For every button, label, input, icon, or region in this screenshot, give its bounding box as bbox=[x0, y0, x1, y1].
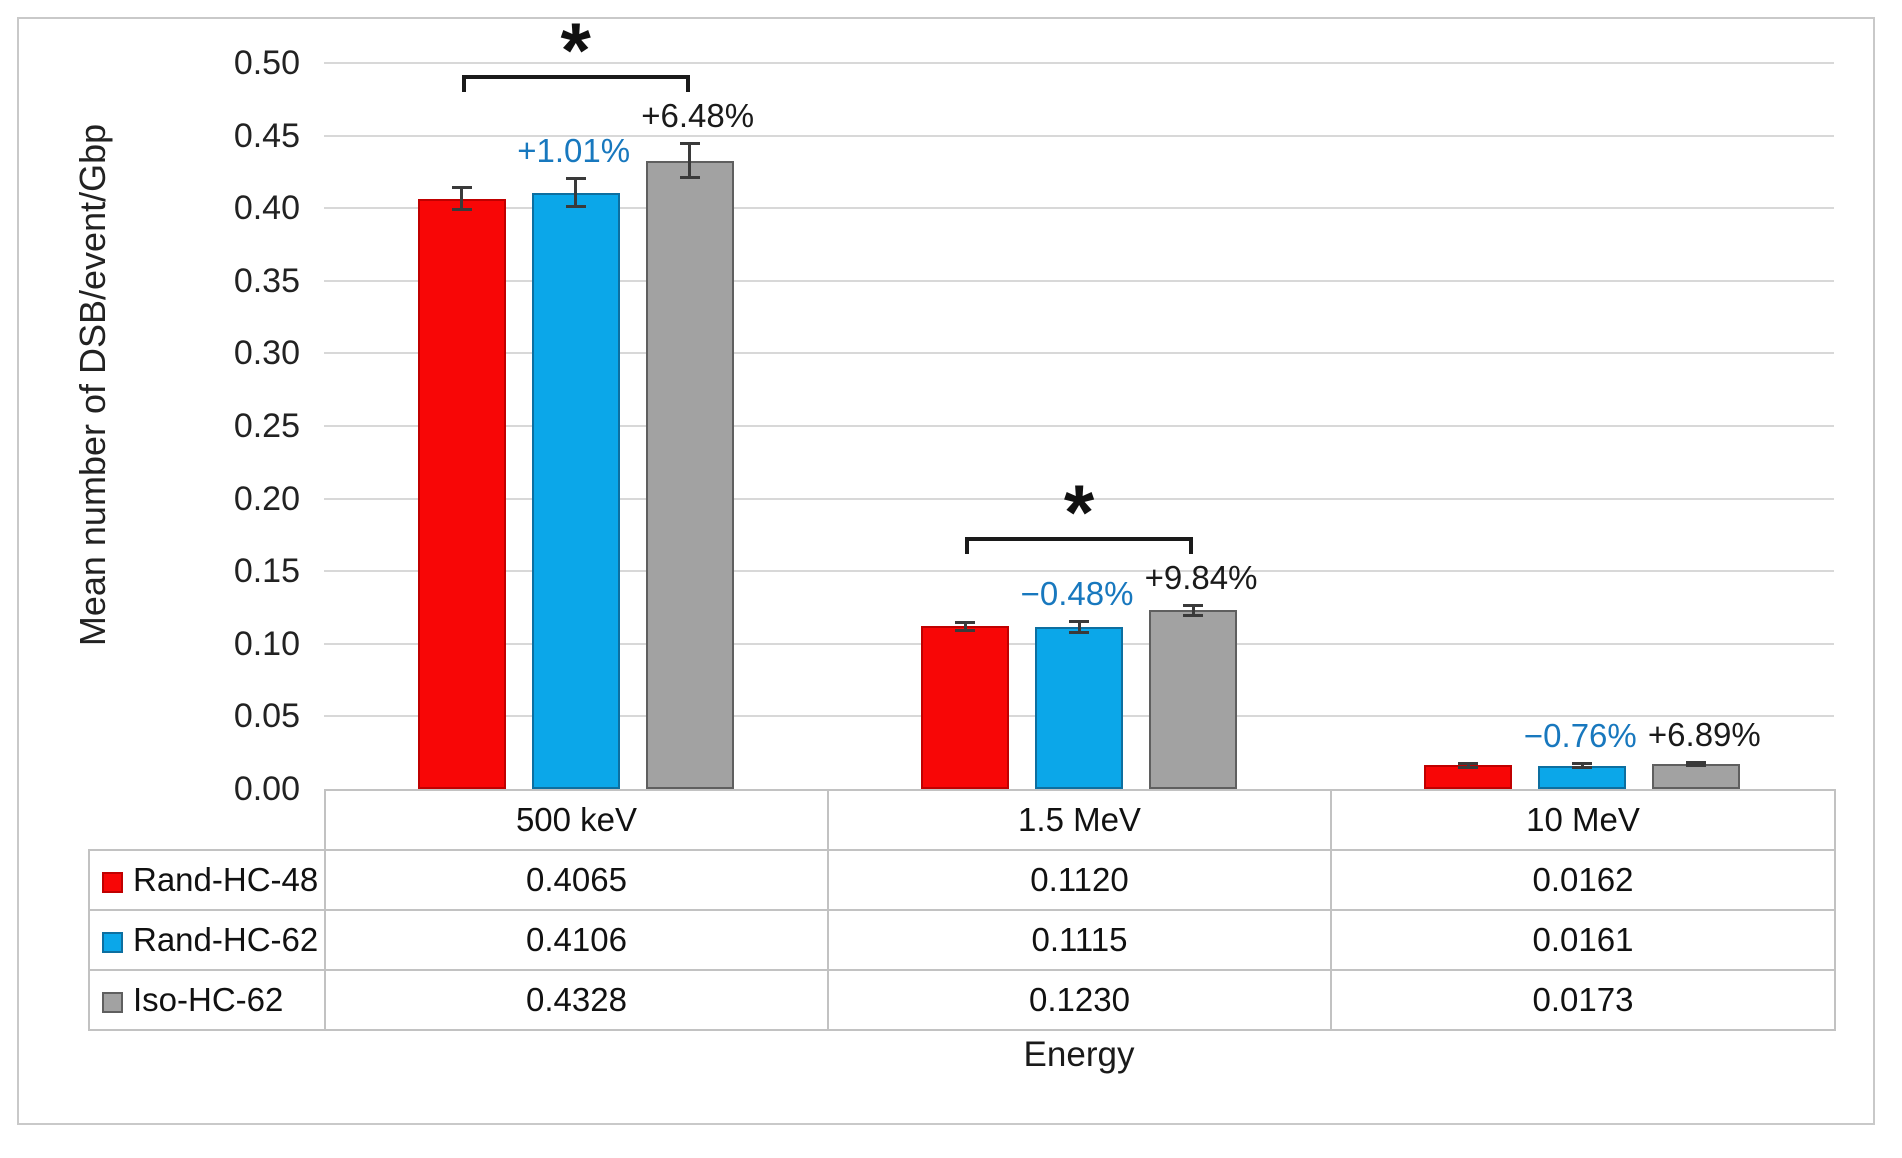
bar-rand-hc-62 bbox=[1035, 627, 1123, 789]
bar-rand-hc-48 bbox=[921, 626, 1009, 789]
table-value: 0.1115 bbox=[827, 909, 1332, 971]
significance-bracket bbox=[965, 536, 1193, 554]
legend-cell-rand-hc-62: Rand-HC-62 bbox=[88, 909, 326, 971]
table-value: 0.4106 bbox=[324, 909, 829, 971]
category-header: 10 MeV bbox=[1330, 789, 1836, 851]
table-row: Iso-HC-62 0.4328 0.1230 0.0173 bbox=[88, 969, 1836, 1031]
gridline bbox=[324, 279, 1834, 282]
error-bar-cap bbox=[1572, 762, 1593, 766]
x-axis-title: Energy bbox=[1023, 1035, 1135, 1074]
y-tick-label: 0.00 bbox=[233, 770, 300, 808]
error-bar-cap bbox=[679, 142, 700, 146]
data-table: 500 keV 1.5 MeV 10 MeV Rand-HC-48 0.4065… bbox=[88, 789, 1836, 1031]
bar-iso-hc-62 bbox=[645, 160, 734, 789]
table-value: 0.0162 bbox=[1330, 849, 1836, 911]
error-bar-cap bbox=[1183, 614, 1203, 618]
error-bar-cap bbox=[565, 205, 586, 209]
y-tick-label: 0.20 bbox=[233, 479, 300, 518]
series-label: Iso-HC-62 bbox=[133, 981, 284, 1018]
error-bar bbox=[688, 143, 692, 178]
percent-annotation: +6.48% bbox=[641, 97, 755, 135]
bar-rand-hc-48 bbox=[417, 198, 506, 789]
error-bar-cap bbox=[679, 175, 700, 179]
category-header: 1.5 MeV bbox=[827, 789, 1332, 851]
table-corner-spacer bbox=[89, 790, 325, 850]
gridline bbox=[324, 207, 1834, 210]
legend-cell-iso-hc-62: Iso-HC-62 bbox=[88, 969, 326, 1031]
table-value: 0.4065 bbox=[324, 849, 829, 911]
y-tick-label: 0.25 bbox=[233, 407, 300, 445]
error-bar-cap bbox=[955, 621, 975, 625]
percent-annotation: +9.84% bbox=[1144, 558, 1258, 596]
error-bar-cap bbox=[955, 628, 975, 632]
error-bar-cap bbox=[1572, 765, 1593, 769]
y-tick-label: 0.30 bbox=[233, 334, 300, 373]
error-bar bbox=[574, 178, 578, 208]
table-row: Rand-HC-62 0.4106 0.1115 0.0161 bbox=[88, 909, 1836, 971]
legend-swatch-blue bbox=[102, 932, 123, 953]
gridline bbox=[324, 497, 1834, 500]
table-value: 0.1120 bbox=[827, 849, 1332, 911]
bar-iso-hc-62 bbox=[1149, 610, 1237, 789]
percent-annotation: −0.76% bbox=[1523, 717, 1637, 755]
table-value: 0.0161 bbox=[1330, 909, 1836, 971]
significance-bracket bbox=[461, 75, 690, 93]
legend-cell-rand-hc-48: Rand-HC-48 bbox=[88, 849, 326, 911]
error-bar bbox=[1466, 763, 1470, 768]
error-bar bbox=[460, 187, 464, 211]
percent-annotation: +6.89% bbox=[1647, 715, 1761, 753]
series-label: Rand-HC-62 bbox=[133, 921, 319, 958]
y-tick-label: 0.35 bbox=[233, 261, 300, 300]
y-axis-title: Mean number of DSB/event/Gbp bbox=[72, 123, 113, 647]
percent-annotation: +1.01% bbox=[517, 132, 631, 170]
table-value: 0.4328 bbox=[324, 969, 829, 1031]
error-bar-cap bbox=[1183, 603, 1203, 607]
error-bar bbox=[1580, 763, 1584, 768]
error-bar-cap bbox=[1686, 764, 1707, 768]
gridline bbox=[324, 425, 1834, 427]
y-tick-label: 0.45 bbox=[233, 116, 300, 155]
gridline bbox=[324, 352, 1834, 355]
error-bar bbox=[1694, 761, 1698, 767]
error-bar-cap bbox=[565, 177, 586, 181]
y-tick-label: 0.15 bbox=[233, 552, 300, 591]
error-bar-cap bbox=[1458, 765, 1479, 769]
error-bar-cap bbox=[1686, 760, 1707, 764]
percent-annotation: −0.48% bbox=[1020, 575, 1134, 613]
gridline bbox=[324, 134, 1834, 137]
gridline bbox=[324, 62, 1834, 64]
error-bar-cap bbox=[1069, 620, 1089, 624]
significance-asterisk: * bbox=[1063, 467, 1095, 556]
error-bar-cap bbox=[1069, 630, 1089, 634]
y-tick-label: 0.05 bbox=[233, 697, 300, 736]
table-value: 0.0173 bbox=[1330, 969, 1836, 1031]
error-bar bbox=[1077, 621, 1081, 633]
error-bar bbox=[1191, 604, 1195, 617]
bar-iso-hc-62 bbox=[1652, 763, 1741, 789]
category-header: 500 keV bbox=[324, 789, 829, 851]
series-label: Rand-HC-48 bbox=[133, 861, 319, 898]
error-bar-cap bbox=[451, 208, 472, 212]
y-tick-label: 0.10 bbox=[233, 624, 300, 663]
bar-rand-hc-48 bbox=[1424, 765, 1513, 789]
legend-swatch-red bbox=[102, 872, 123, 893]
gridline bbox=[324, 570, 1834, 573]
bar-rand-hc-62 bbox=[531, 192, 620, 789]
legend-swatch-gray bbox=[102, 992, 123, 1013]
error-bar-cap bbox=[1458, 762, 1479, 766]
error-bar-cap bbox=[451, 186, 472, 190]
bar-rand-hc-62 bbox=[1538, 765, 1627, 789]
y-tick-label: 0.40 bbox=[233, 189, 300, 228]
table-row: Rand-HC-48 0.4065 0.1120 0.0162 bbox=[88, 849, 1836, 911]
error-bar bbox=[963, 622, 967, 631]
y-tick-label: 0.50 bbox=[233, 44, 300, 82]
table-value: 0.1230 bbox=[827, 969, 1332, 1031]
significance-asterisk: * bbox=[560, 6, 591, 95]
category-header-row: 500 keV 1.5 MeV 10 MeV bbox=[89, 789, 1836, 851]
